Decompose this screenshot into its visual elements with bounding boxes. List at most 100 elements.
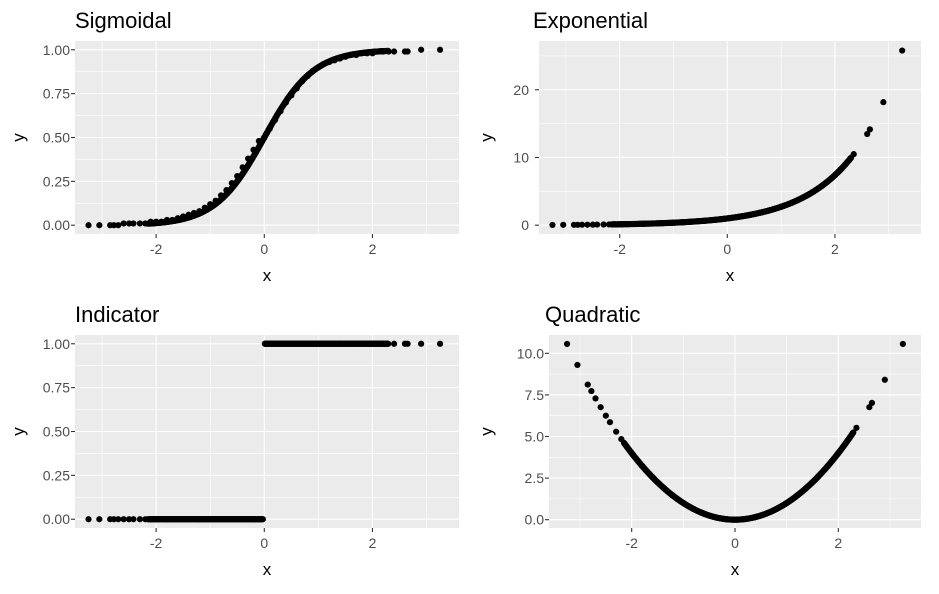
data-point	[331, 57, 338, 64]
data-point	[293, 340, 300, 347]
data-point	[594, 221, 601, 228]
data-point	[212, 197, 219, 204]
data-point	[96, 516, 103, 523]
x-axis-label: x	[263, 560, 272, 579]
data-point	[234, 173, 241, 180]
y-tick-label: 20	[513, 82, 529, 98]
data-point	[136, 220, 144, 227]
data-point	[702, 217, 709, 224]
data-point	[659, 220, 666, 227]
data-point	[320, 60, 327, 67]
data-point	[315, 64, 322, 71]
data-point	[762, 510, 770, 517]
x-axis-label: x	[731, 560, 740, 579]
y-tick-label: 0.75	[43, 380, 70, 396]
y-tick-label: 1.00	[43, 42, 70, 58]
data-point	[713, 216, 720, 223]
data-point	[773, 505, 780, 513]
x-tick-label: 0	[731, 535, 739, 551]
x-tick-label: -2	[150, 535, 163, 551]
data-point	[788, 199, 795, 206]
y-axis-label: y	[477, 133, 496, 142]
data-point	[201, 204, 208, 211]
data-point	[602, 412, 609, 419]
y-tick-label: 0.00	[43, 511, 70, 527]
data-point	[390, 340, 398, 347]
data-point	[277, 108, 284, 115]
data-point	[125, 516, 133, 523]
data-point	[358, 50, 365, 57]
data-point	[120, 516, 127, 523]
data-point	[142, 516, 149, 523]
data-point	[190, 209, 198, 217]
data-point	[584, 381, 591, 388]
data-point	[358, 340, 365, 347]
data-point	[136, 516, 144, 523]
data-point	[196, 516, 203, 523]
data-point	[130, 220, 137, 227]
data-point	[589, 221, 596, 228]
data-point	[837, 166, 844, 173]
data-point	[309, 67, 317, 74]
data-point	[347, 51, 354, 59]
data-point	[299, 78, 306, 85]
data-point	[342, 53, 349, 60]
data-point	[404, 340, 411, 347]
data-point	[96, 222, 103, 229]
data-point	[690, 505, 697, 513]
data-point	[347, 340, 354, 347]
data-point	[239, 164, 246, 171]
data-point	[745, 212, 752, 219]
x-axis-label: x	[263, 266, 272, 285]
data-point	[304, 340, 311, 347]
curve-point	[385, 340, 392, 347]
data-point	[767, 206, 774, 214]
data-point	[207, 201, 214, 208]
data-point	[850, 151, 857, 158]
data-point	[783, 499, 790, 507]
data-point	[147, 218, 154, 225]
data-point	[153, 218, 160, 225]
data-point	[866, 126, 873, 133]
x-tick-label: -2	[625, 535, 638, 551]
panel-4: -2 0 2 0.0 2.5 5.0 7.5 10.0 x y Quadratic	[477, 302, 921, 579]
y-tick-label: 0.00	[43, 217, 70, 233]
x-tick-label: 2	[369, 535, 377, 551]
data-point	[169, 216, 176, 224]
panel-3: -2 0 2 0.00 0.25 0.50 0.75 1.00 x y Indicator	[9, 302, 459, 579]
y-axis-label: y	[477, 427, 496, 436]
data-point	[266, 125, 273, 132]
data-point	[418, 340, 425, 347]
data-point	[336, 340, 344, 347]
x-tick-label: 2	[369, 241, 377, 257]
data-point	[880, 99, 887, 106]
curve-point	[850, 429, 857, 436]
data-point	[369, 340, 376, 347]
data-point	[742, 515, 749, 523]
data-point	[584, 221, 591, 228]
data-point	[721, 515, 728, 523]
data-point	[418, 46, 425, 53]
data-point	[627, 220, 634, 228]
data-point	[563, 340, 571, 348]
y-tick-label: 0.50	[43, 130, 70, 146]
x-tick-label: 0	[260, 241, 268, 257]
data-point	[228, 516, 235, 523]
data-point	[250, 146, 257, 153]
data-point	[196, 208, 203, 215]
data-point	[778, 203, 785, 210]
data-point	[404, 48, 411, 55]
y-tick-label: 0.75	[43, 86, 70, 102]
data-point	[336, 55, 344, 62]
y-tick-label: 10.0	[517, 345, 544, 361]
y-tick-label: 0.0	[525, 512, 545, 528]
data-point	[130, 516, 137, 523]
data-point	[115, 516, 122, 523]
data-point	[588, 387, 595, 395]
data-point	[163, 516, 171, 523]
data-point	[605, 221, 613, 228]
data-point	[326, 58, 333, 66]
